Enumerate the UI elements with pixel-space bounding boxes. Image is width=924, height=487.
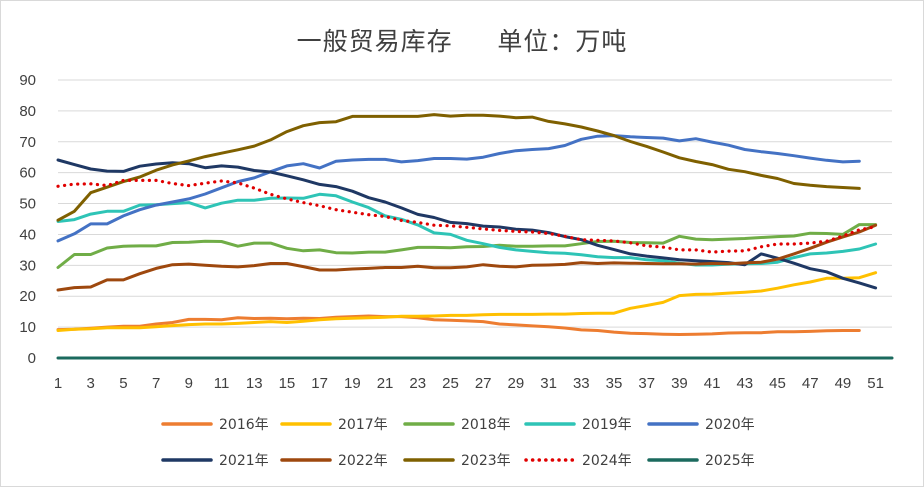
x-tick-label: 37 [638, 375, 655, 392]
x-tick-label: 11 [214, 375, 230, 392]
x-tick-label: 13 [246, 375, 263, 392]
series-line-2018年 [56, 223, 878, 269]
x-tick-label: 1 [54, 375, 62, 392]
legend-label: 2018年 [461, 417, 511, 433]
y-tick-label: 0 [28, 350, 36, 367]
series-line-2021年 [56, 158, 878, 290]
legend-label: 2020年 [705, 417, 755, 433]
series-line-2017年 [56, 271, 878, 332]
series-line-2019年 [56, 192, 878, 267]
x-tick-label: 41 [704, 375, 721, 392]
y-tick-label: 80 [19, 103, 36, 120]
x-tick-label: 23 [409, 375, 426, 392]
series-line-2016年 [56, 314, 861, 336]
x-tick-label: 49 [835, 375, 852, 392]
y-tick-label: 60 [19, 165, 36, 182]
x-tick-label: 17 [311, 375, 328, 392]
x-axis-ticks: 1 3 5 7 9 11 13 15 17 19 21 23 25 27 29 31 33 35 37 39 41 43 4… [54, 375, 884, 392]
y-axis-ticks: 0 10 20 30 40 50 60 70 80 90 [19, 72, 36, 367]
x-tick-label: 31 [540, 375, 557, 392]
x-tick-label: 35 [606, 375, 623, 392]
y-tick-label: 70 [19, 134, 36, 151]
x-tick-label: 27 [475, 375, 492, 392]
x-tick-label: 21 [377, 375, 394, 392]
legend-label: 2023年 [461, 453, 511, 469]
y-tick-label: 40 [19, 226, 36, 243]
y-tick-label: 50 [19, 196, 36, 213]
legend-label: 2016年 [219, 417, 269, 433]
x-tick-label: 29 [508, 375, 525, 392]
x-tick-label: 33 [573, 375, 590, 392]
legend-label: 2019年 [582, 417, 632, 433]
x-tick-label: 9 [185, 375, 193, 392]
series-line-2023年 [56, 113, 861, 222]
x-tick-label: 51 [867, 375, 884, 392]
series-line-2024年 [56, 178, 878, 254]
legend-label: 2024年 [582, 453, 632, 469]
x-tick-label: 45 [769, 375, 786, 392]
y-tick-label: 20 [19, 288, 36, 305]
legend-label: 2017年 [338, 417, 388, 433]
chart-title: 一般贸易库存 单位：万吨 [296, 27, 628, 56]
series-lines [56, 113, 894, 360]
x-tick-label: 5 [119, 375, 127, 392]
legend: 2016年 2017年 2018年 2019年 2020年 2021年 2022年 2023年… [161, 417, 755, 469]
x-tick-label: 25 [442, 375, 459, 392]
x-tick-label: 43 [736, 375, 753, 392]
y-tick-label: 10 [19, 319, 36, 336]
series-line-2020年 [56, 134, 861, 243]
legend-label: 2025年 [705, 453, 755, 469]
y-tick-label: 90 [19, 72, 36, 89]
x-tick-label: 47 [802, 375, 819, 392]
series-line-2022年 [56, 223, 878, 292]
x-tick-label: 15 [279, 375, 296, 392]
x-tick-label: 7 [152, 375, 160, 392]
x-tick-label: 19 [344, 375, 361, 392]
legend-label: 2022年 [338, 453, 388, 469]
legend-label: 2021年 [219, 453, 269, 469]
x-tick-label: 39 [671, 375, 688, 392]
y-tick-label: 30 [19, 257, 36, 274]
x-tick-label: 3 [87, 375, 95, 392]
